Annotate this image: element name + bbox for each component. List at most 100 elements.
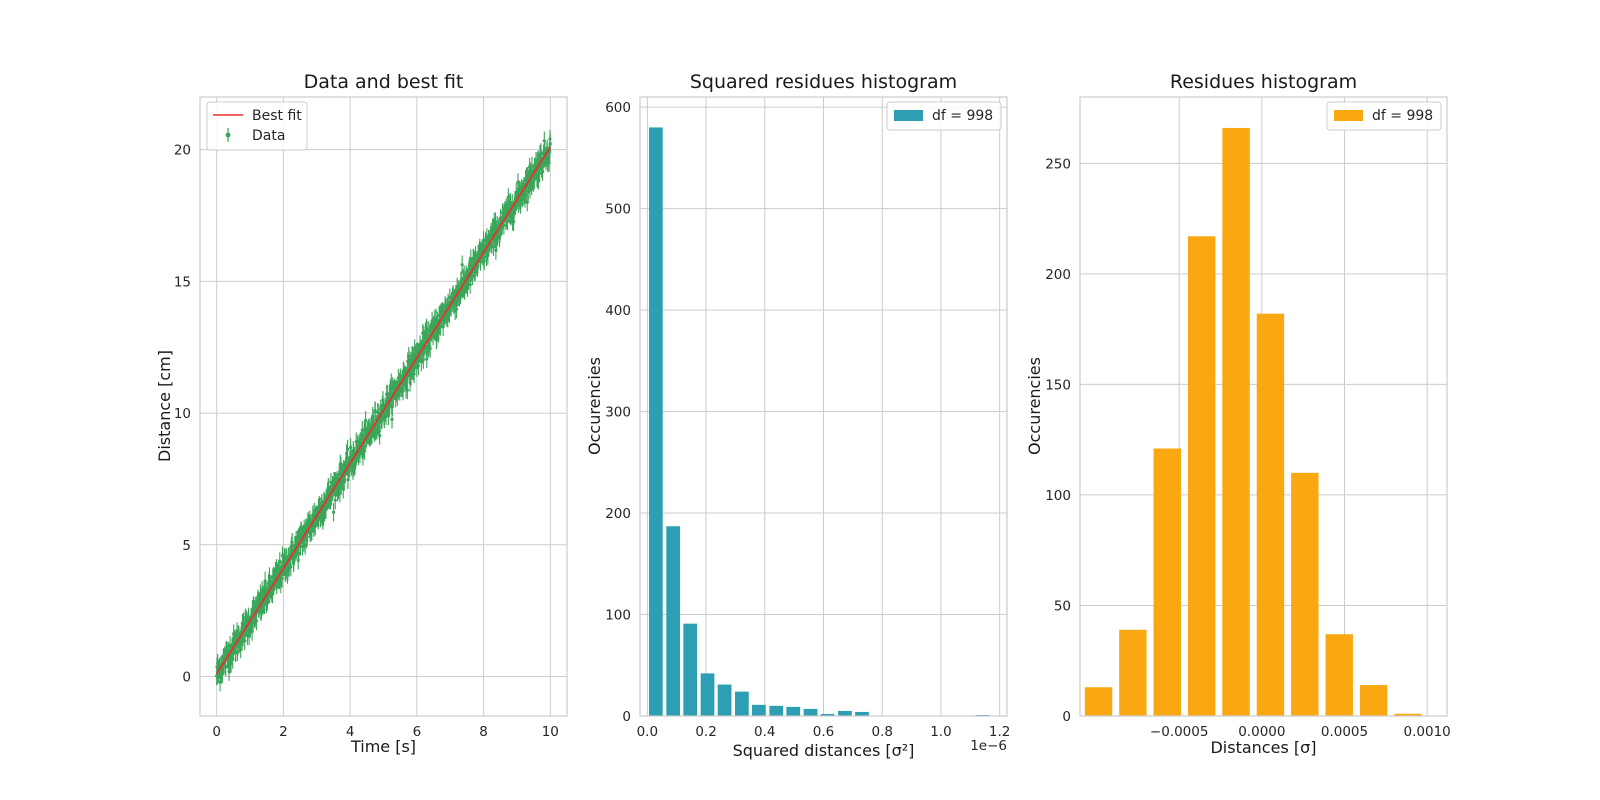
y-tick-label: 15: [174, 274, 191, 290]
data-point: [460, 263, 464, 267]
data-point: [346, 478, 350, 482]
data-point: [290, 540, 294, 544]
histogram-bar: [1325, 634, 1353, 716]
chart-title: Residues histogram: [1170, 71, 1357, 93]
x-axis-label: Distances [σ]: [1210, 738, 1316, 757]
x-offset-label: 1e−6: [970, 738, 1007, 754]
histogram-bar: [1084, 687, 1113, 716]
histogram-bar: [1222, 127, 1250, 716]
data-point: [425, 357, 429, 361]
x-axis-label: Time [s]: [350, 737, 416, 756]
x-tick-label: 0.2: [695, 724, 716, 740]
x-tick-label: 0.8: [871, 724, 892, 740]
histogram-bar: [838, 710, 852, 716]
y-tick-label: 10: [174, 406, 191, 422]
data-point: [401, 389, 405, 393]
data-point: [454, 307, 459, 311]
x-tick-label: 6: [413, 724, 422, 740]
y-tick-label: 600: [605, 100, 631, 116]
histogram-bar: [855, 711, 869, 716]
tick-labels: 0.0 0.2 0.4 0.6 0.8 1.0 1.2 0 100 200 300 400 500 600: [605, 100, 1010, 740]
data-point: [373, 410, 377, 414]
x-tick-label: 1.2: [989, 724, 1010, 740]
data-point: [547, 161, 551, 165]
x-tick-label: 0.0000: [1238, 724, 1285, 740]
data-point: [421, 358, 426, 362]
data-marks: [215, 129, 552, 692]
y-tick-label: 0: [622, 709, 631, 725]
chart-title: Squared residues histogram: [690, 71, 957, 93]
y-tick-label: 0: [182, 669, 191, 685]
histogram-bar: [769, 705, 784, 716]
data-point: [224, 665, 228, 669]
axes-frame: [199, 96, 568, 717]
x-tick-label: 0.0: [637, 724, 658, 740]
data-point: [390, 405, 394, 409]
histogram-bar: [1256, 313, 1285, 716]
data-point: [502, 223, 506, 227]
x-axis-label: Squared distances [σ²]: [733, 741, 915, 760]
data-point: [538, 171, 542, 175]
data-point: [405, 388, 409, 392]
histogram-bar: [648, 127, 663, 716]
data-point: [526, 190, 530, 194]
residues-panel: −0.0005 0.0000 0.0005 0.0010 0 50 100 150 200 250…: [1025, 71, 1451, 757]
x-tick-label: −0.0005: [1150, 724, 1209, 740]
legend-data-label: Data: [252, 128, 285, 144]
y-tick-label: 400: [605, 303, 631, 319]
histogram-bar: [1153, 448, 1182, 716]
x-tick-label: 0.6: [813, 724, 834, 740]
y-tick-label: 50: [1054, 598, 1071, 614]
axes-frame: [639, 96, 1008, 717]
legend: Best fit Data: [206, 101, 308, 151]
data-point: [333, 498, 337, 502]
y-tick-label: 100: [605, 608, 631, 624]
data-point: [390, 417, 394, 421]
y-tick-label: 150: [1045, 377, 1071, 393]
y-tick-label: 250: [1045, 156, 1071, 172]
squared-residues-panel: 0.0 0.2 0.4 0.6 0.8 1.0 1.2 0 100 200 300 400 500 600…: [585, 71, 1010, 760]
y-tick-label: 500: [605, 202, 631, 218]
data-point: [345, 447, 350, 451]
histogram-bar: [666, 526, 681, 716]
histogram-bar: [1291, 472, 1319, 716]
legend-swatch: [1334, 110, 1363, 121]
bars: [648, 127, 990, 716]
data-point: [297, 551, 301, 555]
histogram-bar: [735, 691, 749, 716]
histogram-bar: [1119, 629, 1147, 716]
y-axis-label: Distance [cm]: [155, 350, 174, 462]
histogram-bar: [820, 713, 835, 716]
histogram-bar: [803, 708, 818, 716]
data-point: [364, 418, 368, 422]
y-tick-label: 0: [1062, 709, 1071, 725]
legend-frame: [886, 101, 1002, 131]
data-point: [243, 639, 247, 643]
tick-labels: −0.0005 0.0000 0.0005 0.0010 0 50 100 150 200 250: [1045, 156, 1451, 740]
x-tick-label: 4: [346, 724, 355, 740]
bars: [1084, 127, 1422, 716]
legend: df = 998: [886, 101, 1002, 131]
legend-label: df = 998: [1372, 108, 1433, 124]
data-point: [511, 220, 516, 224]
histogram-bar: [683, 623, 698, 716]
y-axis-label: Occurencies: [585, 357, 604, 455]
data-point: [331, 510, 336, 514]
x-tick-label: 1.0: [930, 724, 951, 740]
tick-labels: 0 2 4 6 8 10 0 5 10 15 20: [174, 143, 559, 740]
data-point: [280, 576, 284, 580]
y-tick-label: 5: [182, 538, 191, 554]
legend-frame: [1326, 101, 1442, 131]
data-point: [254, 619, 259, 623]
data-point: [378, 433, 382, 438]
x-tick-label: 8: [479, 724, 488, 740]
y-tick-label: 300: [605, 405, 631, 421]
data-point: [363, 449, 367, 453]
y-tick-label: 200: [605, 506, 631, 522]
histogram-bar: [1394, 713, 1422, 716]
histogram-bar: [1187, 236, 1216, 716]
legend: df = 998: [1326, 101, 1442, 131]
histogram-bar: [752, 704, 766, 716]
data-point: [289, 565, 293, 569]
